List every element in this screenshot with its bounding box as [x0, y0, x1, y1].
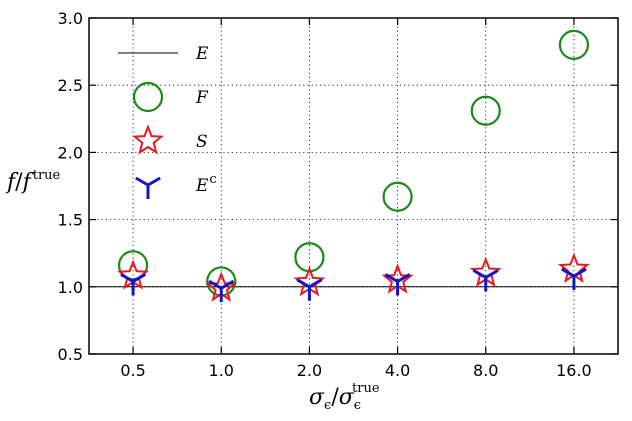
x-tick-label: 4.0	[385, 361, 410, 380]
x-tick-label: 2.0	[297, 361, 322, 380]
legend: E F S Ec	[118, 44, 217, 199]
legend-label: E	[195, 44, 209, 64]
data-point-Ec	[208, 279, 235, 303]
y-tick-label: 0.5	[58, 345, 83, 364]
series-Ec	[120, 267, 587, 303]
data-point-Ec	[560, 267, 587, 291]
legend-swatch	[132, 124, 164, 155]
data-point-Ec	[296, 278, 323, 301]
series-S	[117, 252, 590, 302]
x-tick-label: 0.5	[120, 361, 145, 380]
legend-label: S	[196, 132, 208, 152]
x-tick-label: 8.0	[473, 361, 498, 380]
legend-entry-F: F	[132, 81, 209, 113]
legend-entry-S: S	[132, 124, 208, 155]
y-tick-label: 3.0	[58, 9, 83, 28]
data-point-Ec	[120, 273, 147, 296]
plot-frame	[88, 17, 619, 355]
series-F	[117, 29, 590, 297]
x-tick-label: 1.0	[209, 361, 234, 380]
legend-entry-E: E	[118, 44, 209, 64]
data-point-Ec	[384, 273, 411, 296]
legend-swatch	[135, 176, 161, 199]
y-tick-label: 1.0	[58, 278, 83, 297]
x-axis-label: σϵ/σϵtrue	[309, 381, 380, 413]
grid-lines	[89, 17, 618, 355]
legend-entry-Ec: Ec	[135, 172, 217, 199]
legend-swatch	[132, 81, 164, 113]
y-tick-label: 2.5	[58, 76, 83, 95]
legend-label: Ec	[195, 172, 217, 196]
series-layer	[89, 29, 618, 303]
y-tick-label: 1.5	[58, 211, 83, 230]
axis-ticks: 0.5 1.0 1.5 2.0 2.5 3.0 0.5 1.0 2.0 4.0 8.0 16.0	[58, 9, 618, 380]
legend-label: F	[195, 88, 209, 108]
data-point-F	[117, 250, 149, 281]
data-point-Ec	[472, 269, 499, 292]
y-axis-label: f/f true	[5, 168, 61, 195]
data-point-F	[558, 29, 590, 60]
x-tick-label: 16.0	[556, 361, 592, 380]
data-point-F	[470, 95, 501, 126]
data-point-F	[382, 181, 413, 212]
y-tick-label: 2.0	[58, 143, 83, 162]
